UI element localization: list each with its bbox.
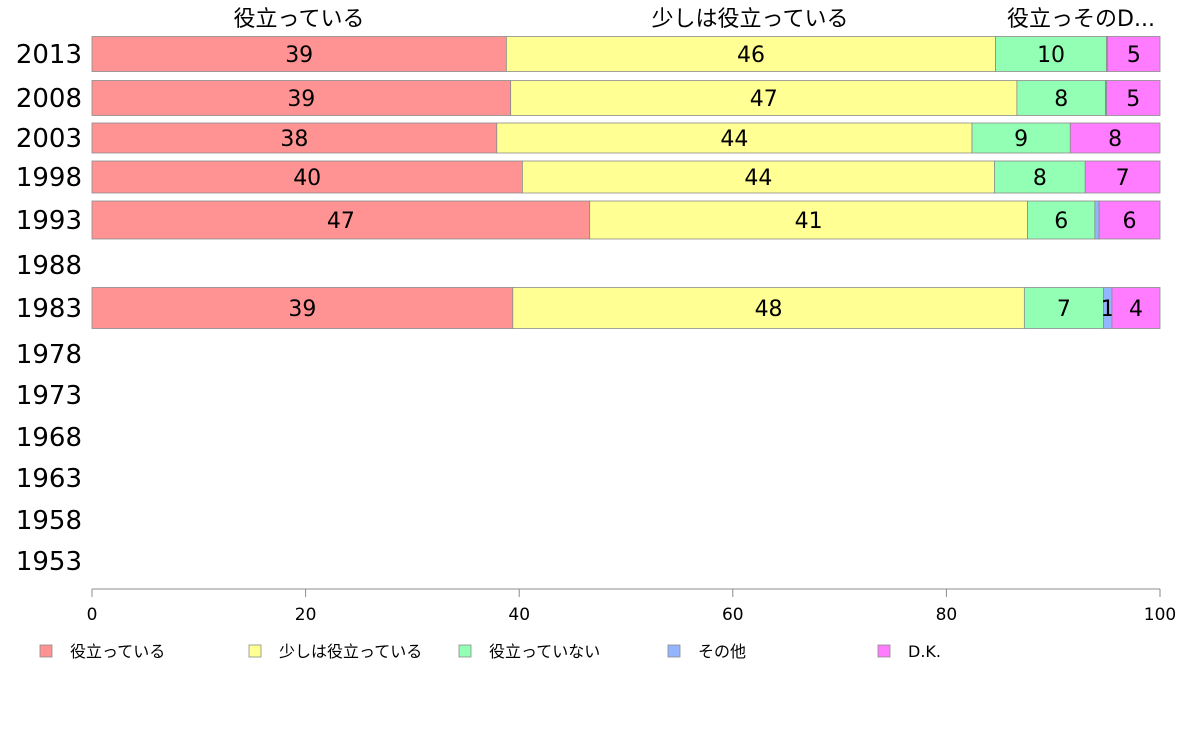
x-tick-label: 60 (722, 605, 744, 625)
data-label: 39 (288, 297, 316, 322)
data-label: 39 (287, 87, 315, 112)
legend-label: 役立っている (70, 642, 165, 661)
bar-segment (91, 200, 591, 240)
bar-segment (1023, 287, 1104, 329)
bar-segment (91, 287, 514, 329)
x-tick-label: 20 (295, 605, 317, 625)
column-header: 役立っそのD... (1007, 7, 1155, 32)
data-label: 4 (1129, 297, 1143, 322)
data-label: 8 (1054, 87, 1068, 112)
bar-segment (505, 36, 996, 72)
data-label: 6 (1054, 209, 1068, 234)
data-label: 7 (1057, 297, 1071, 322)
year-label: 2013 (16, 40, 82, 70)
x-tick-label: 100 (1144, 605, 1176, 625)
year-label: 1998 (16, 163, 82, 193)
bar-segment (1016, 80, 1106, 116)
data-label: 9 (1014, 127, 1028, 152)
year-label: 2008 (16, 84, 82, 114)
x-tick-label: 0 (87, 605, 98, 625)
data-label: 7 (1116, 166, 1130, 191)
data-label: 10 (1037, 43, 1065, 68)
data-label: 38 (280, 127, 308, 152)
data-label: 44 (720, 127, 748, 152)
bar-segment (1084, 160, 1161, 194)
data-label: 47 (750, 87, 778, 112)
year-label: 1963 (16, 464, 82, 494)
year-label: 2003 (16, 124, 82, 154)
year-label: 1958 (16, 506, 82, 536)
legend-swatch (667, 644, 681, 658)
bar-segment (1027, 200, 1096, 240)
bar-segment (512, 287, 1025, 329)
year-label: 1973 (16, 381, 82, 411)
bar-segment (1098, 200, 1161, 240)
legend-swatch (248, 644, 262, 658)
data-label: 47 (327, 209, 355, 234)
data-label: 46 (737, 43, 765, 68)
data-label: 39 (285, 43, 313, 68)
legend-swatch (458, 644, 472, 658)
column-header: 役立っている (234, 7, 365, 32)
year-label: 1953 (16, 547, 82, 577)
bar-segment (1111, 287, 1161, 329)
column-headers: 役立っている 少しは役立っている 役立っそのD... (234, 7, 1155, 32)
year-label: 1983 (16, 294, 82, 324)
legend-swatch (39, 644, 53, 658)
data-label: 44 (744, 166, 772, 191)
bar-segment (91, 36, 507, 72)
data-label: 5 (1126, 87, 1140, 112)
data-label: 8 (1108, 127, 1122, 152)
year-label: 1988 (16, 251, 82, 281)
year-label: 1993 (16, 206, 82, 236)
bar-segment (994, 160, 1086, 194)
x-tick-label: 40 (508, 605, 530, 625)
bar-segment (995, 36, 1108, 72)
data-label: 6 (1123, 209, 1137, 234)
x-tick-label: 80 (936, 605, 958, 625)
bar-segment (589, 200, 1028, 240)
bar-segment (91, 122, 498, 154)
bar-segment (971, 122, 1071, 154)
bar-segment (1106, 80, 1161, 116)
bar-segment (1107, 36, 1161, 72)
bar-segment (91, 160, 523, 194)
data-label: 1 (1101, 297, 1115, 322)
data-label: 8 (1033, 166, 1047, 191)
data-label: 48 (755, 297, 783, 322)
legend-label: その他 (698, 642, 746, 661)
data-label: 5 (1127, 43, 1141, 68)
year-label: 1968 (16, 423, 82, 453)
legend: 役立っている 少しは役立っている 役立っていない その他 D.K. (39, 642, 941, 661)
data-label: 41 (795, 209, 823, 234)
stacked-bars: 39 46 10 539 47 8 538 44 9 840 44 8 747 41 6 639 48 7 1 4 (91, 36, 1161, 329)
year-label: 1978 (16, 340, 82, 370)
x-axis: 0 20 40 60 80 100 (87, 588, 1176, 625)
bar-segment (1094, 200, 1100, 240)
legend-label: D.K. (908, 642, 941, 661)
data-label: 40 (293, 166, 321, 191)
bar-segment (1069, 122, 1161, 154)
legend-label: 役立っていない (489, 642, 600, 661)
bar-segment (522, 160, 995, 194)
year-labels: 2013 2008 2003 1998 1993 1988 1983 1978 1973 1968… (16, 40, 82, 577)
column-header: 少しは役立っている (652, 7, 849, 32)
bar-segment (510, 80, 1018, 116)
legend-swatch (877, 644, 891, 658)
bar-segment (91, 80, 512, 116)
legend-label: 少しは役立っている (279, 642, 422, 661)
